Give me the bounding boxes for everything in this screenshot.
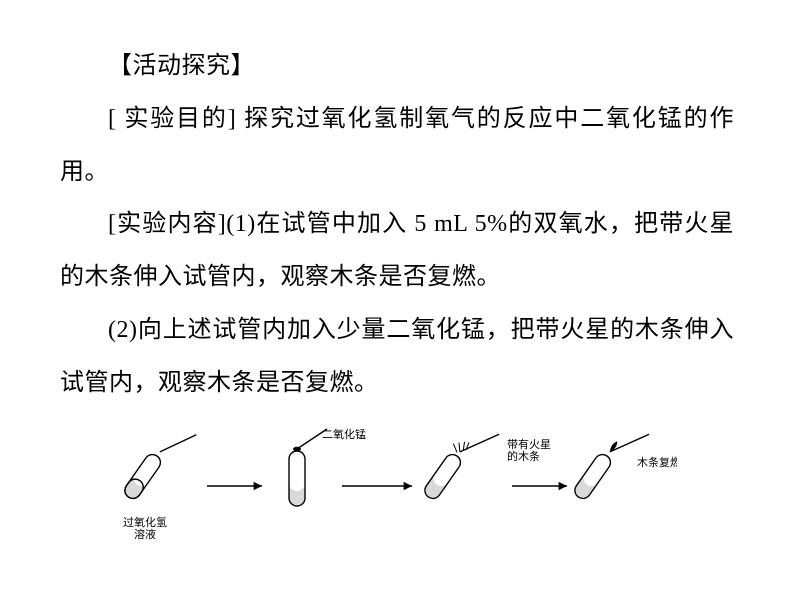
section-heading: 【活动探究】: [60, 40, 734, 93]
label-spark2: 的木条: [507, 449, 540, 463]
label-spark: 带有火星: [507, 437, 551, 451]
experiment-purpose: [ 实验目的] 探究过氧化氢制氧气的反应中二氧化锰的作用。: [60, 93, 734, 199]
experiment-diagram: 过氧化氢 溶液 二氧化锰: [117, 426, 677, 546]
tube-3-icon: [420, 426, 499, 510]
tube-1-icon: [122, 426, 197, 508]
label-mno2: 二氧化锰: [322, 427, 366, 441]
label-h2o2: 过氧化氢: [123, 515, 167, 529]
label-relight: 木条复燃: [637, 455, 677, 469]
document-page: 【活动探究】 [ 实验目的] 探究过氧化氢制氧气的反应中二氧化锰的作用。 [实验…: [0, 0, 794, 546]
experiment-content-1: [实验内容](1)在试管中加入 5 mL 5%的双氧水，把带火星的木条伸入试管内…: [60, 198, 734, 304]
experiment-content-2: (2)向上述试管内加入少量二氧化锰，把带火星的木条伸入试管内，观察木条是否复燃。: [60, 304, 734, 410]
label-h2o2-2: 溶液: [134, 527, 156, 541]
